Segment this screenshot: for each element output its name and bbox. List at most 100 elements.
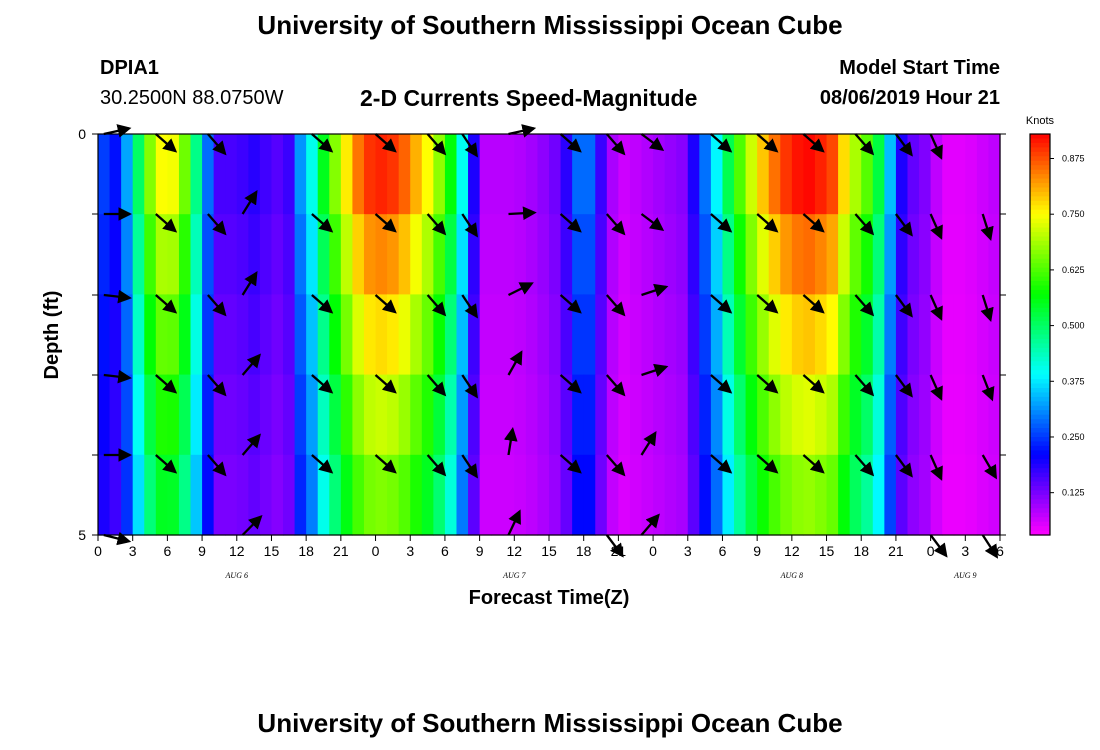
current-vector [605,454,626,477]
heatmap-cell [780,454,793,536]
heatmap-cell [421,214,434,295]
colorbar-cell [1030,223,1050,229]
heatmap-cell [178,214,192,295]
heatmap-cell [387,214,400,295]
colorbar-cell [1030,436,1050,443]
x-tick-label: 15 [541,543,557,559]
heatmap-cell [826,214,839,295]
heatmap-cell [583,454,596,536]
heatmap-cell [849,374,862,456]
heatmap-cell [155,374,168,456]
colorbar-cell [1030,285,1050,291]
heatmap-cell [583,294,596,376]
heatmap-cell [872,134,885,215]
colorbar-cell [1030,428,1050,434]
colorbar-frame [1029,133,1051,536]
heatmap-cell [456,214,469,295]
heatmap-cell [826,294,839,376]
current-vector [374,454,397,474]
heatmap-cell [618,294,631,376]
heatmap-cell [363,134,377,215]
heatmap-cell [144,214,157,295]
heatmap-cell [317,454,330,536]
heatmap-cell [132,214,145,295]
heatmap-cell [687,214,700,295]
y-axis-label: Depth (ft) [41,291,63,380]
heatmap-cell [710,374,724,456]
heatmap-cell [664,134,677,215]
heatmap-cell [629,294,643,376]
current-vector [710,454,733,474]
current-vector [207,454,227,477]
current-vector [802,374,825,394]
heatmap-cell [814,214,828,295]
current-vector [854,374,875,397]
heatmap-cell [826,454,839,536]
heatmap-cell [410,214,423,295]
colorbar-cell [1030,472,1050,478]
x-tick-label: 12 [229,543,245,559]
heatmap-cell [722,214,735,295]
colorbar-cell [1030,405,1050,411]
current-vector [641,363,669,377]
heatmap-cell [225,134,238,215]
current-vector [980,213,994,241]
heatmap-cell [768,214,781,295]
heatmap-cell [768,134,781,215]
heatmap-cell [745,134,758,215]
heatmap-cell [329,454,342,536]
current-vector [854,133,875,156]
heatmap-cell [803,294,816,376]
current-vector [155,374,178,394]
heatmap-cell [456,454,469,536]
heatmap-cell [98,134,111,215]
heatmap-cell [363,214,377,295]
current-vector [894,454,913,478]
heatmap-cell [202,294,215,376]
current-vector [756,374,779,394]
heatmap-cell [861,294,874,376]
colorbar-cell [1030,245,1050,251]
current-vector [155,133,178,153]
x-axis-label: Forecast Time(Z) [469,587,630,609]
heatmap-cell [167,214,180,295]
heatmap-cell [734,374,747,456]
heatmap-cell [872,294,885,376]
heatmap-cell [722,454,735,536]
heatmap-cell [444,214,458,295]
heatmap-cell [710,134,724,215]
heatmap-cell [676,134,689,215]
colorbar-cell [1030,191,1050,197]
heatmap-cell [884,134,897,215]
heatmap-cell [98,214,111,295]
station-coordinates: 30.2500N 88.0750W [100,87,284,109]
x-tick-label: 6 [441,543,449,559]
heatmap-cell [803,454,816,536]
x-tick-label: 6 [163,543,171,559]
current-vector [207,374,227,397]
current-vector [802,213,825,233]
heatmap-cell [479,294,492,376]
heatmap-cell [710,214,724,295]
heatmap-cell [976,454,990,536]
colorbar-cell [1030,147,1050,153]
heatmap-cell [537,214,550,295]
heatmap-cell [190,134,203,215]
heatmap-cell [595,454,608,536]
heatmap-cell [907,374,920,456]
plot-title: 2-D Currents Speed-Magnitude [360,85,698,111]
colorbar-tick-label: 0.250 [1062,432,1085,442]
heatmap-cell [988,374,1001,456]
colorbar-unit-label: Knots [1026,115,1055,127]
heatmap-cell [618,454,631,536]
x-axis: 0 3 6 9 12 15 18 21 0 3 6 9 12 15 18 21 0 3 6 9 12 15 18 21 0 3 6 A… [94,535,1004,580]
heatmap-cell [849,214,862,295]
heatmap-cell [109,214,122,295]
current-vectors [103,124,999,559]
heatmap-cell [653,134,666,215]
heatmap-cell [456,134,469,215]
heatmap-cell [329,214,342,295]
heatmap-cell [329,374,342,456]
colorbar-cell [1030,450,1050,456]
heatmap-cell [710,294,724,376]
